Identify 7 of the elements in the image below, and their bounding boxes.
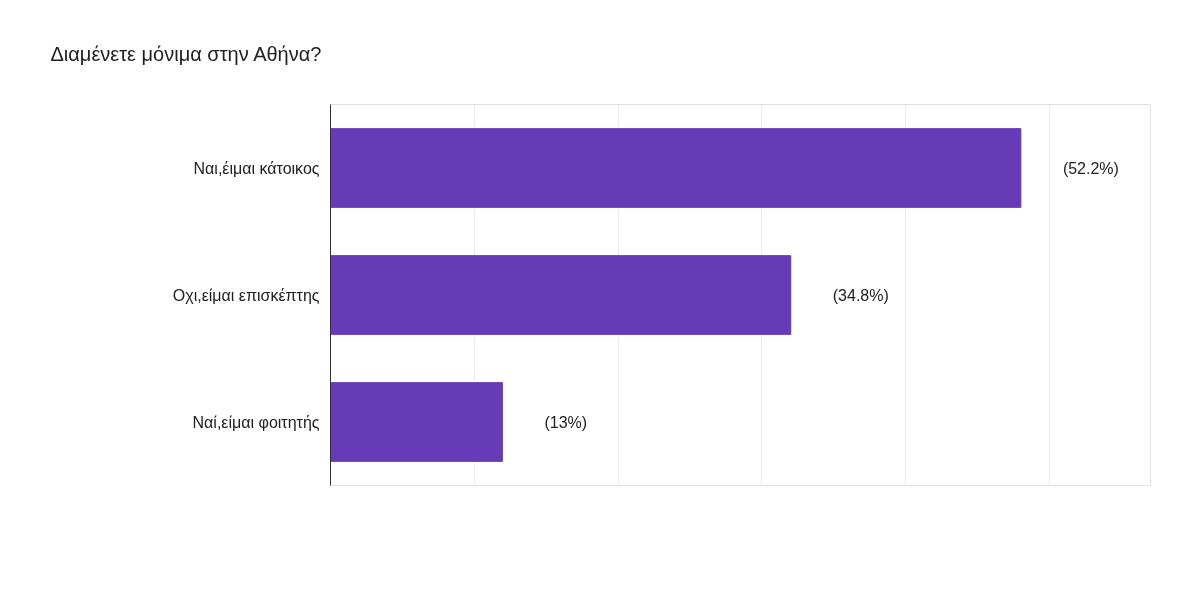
chart-title: Διαμένετε μόνιμα στην Αθήνα?	[50, 42, 322, 65]
y-tick-label: Ναι,έιμαι κάτοικος	[193, 159, 320, 177]
y-tick-label: Ναί,είμαι φοιτητής	[192, 413, 320, 431]
y-tick-label: Οχι,είμαι επισκέπτης	[172, 286, 320, 304]
data-label: (52.2%)	[1062, 159, 1119, 177]
data-label: (13%)	[544, 413, 588, 431]
data-label: (34.8%)	[832, 286, 889, 304]
